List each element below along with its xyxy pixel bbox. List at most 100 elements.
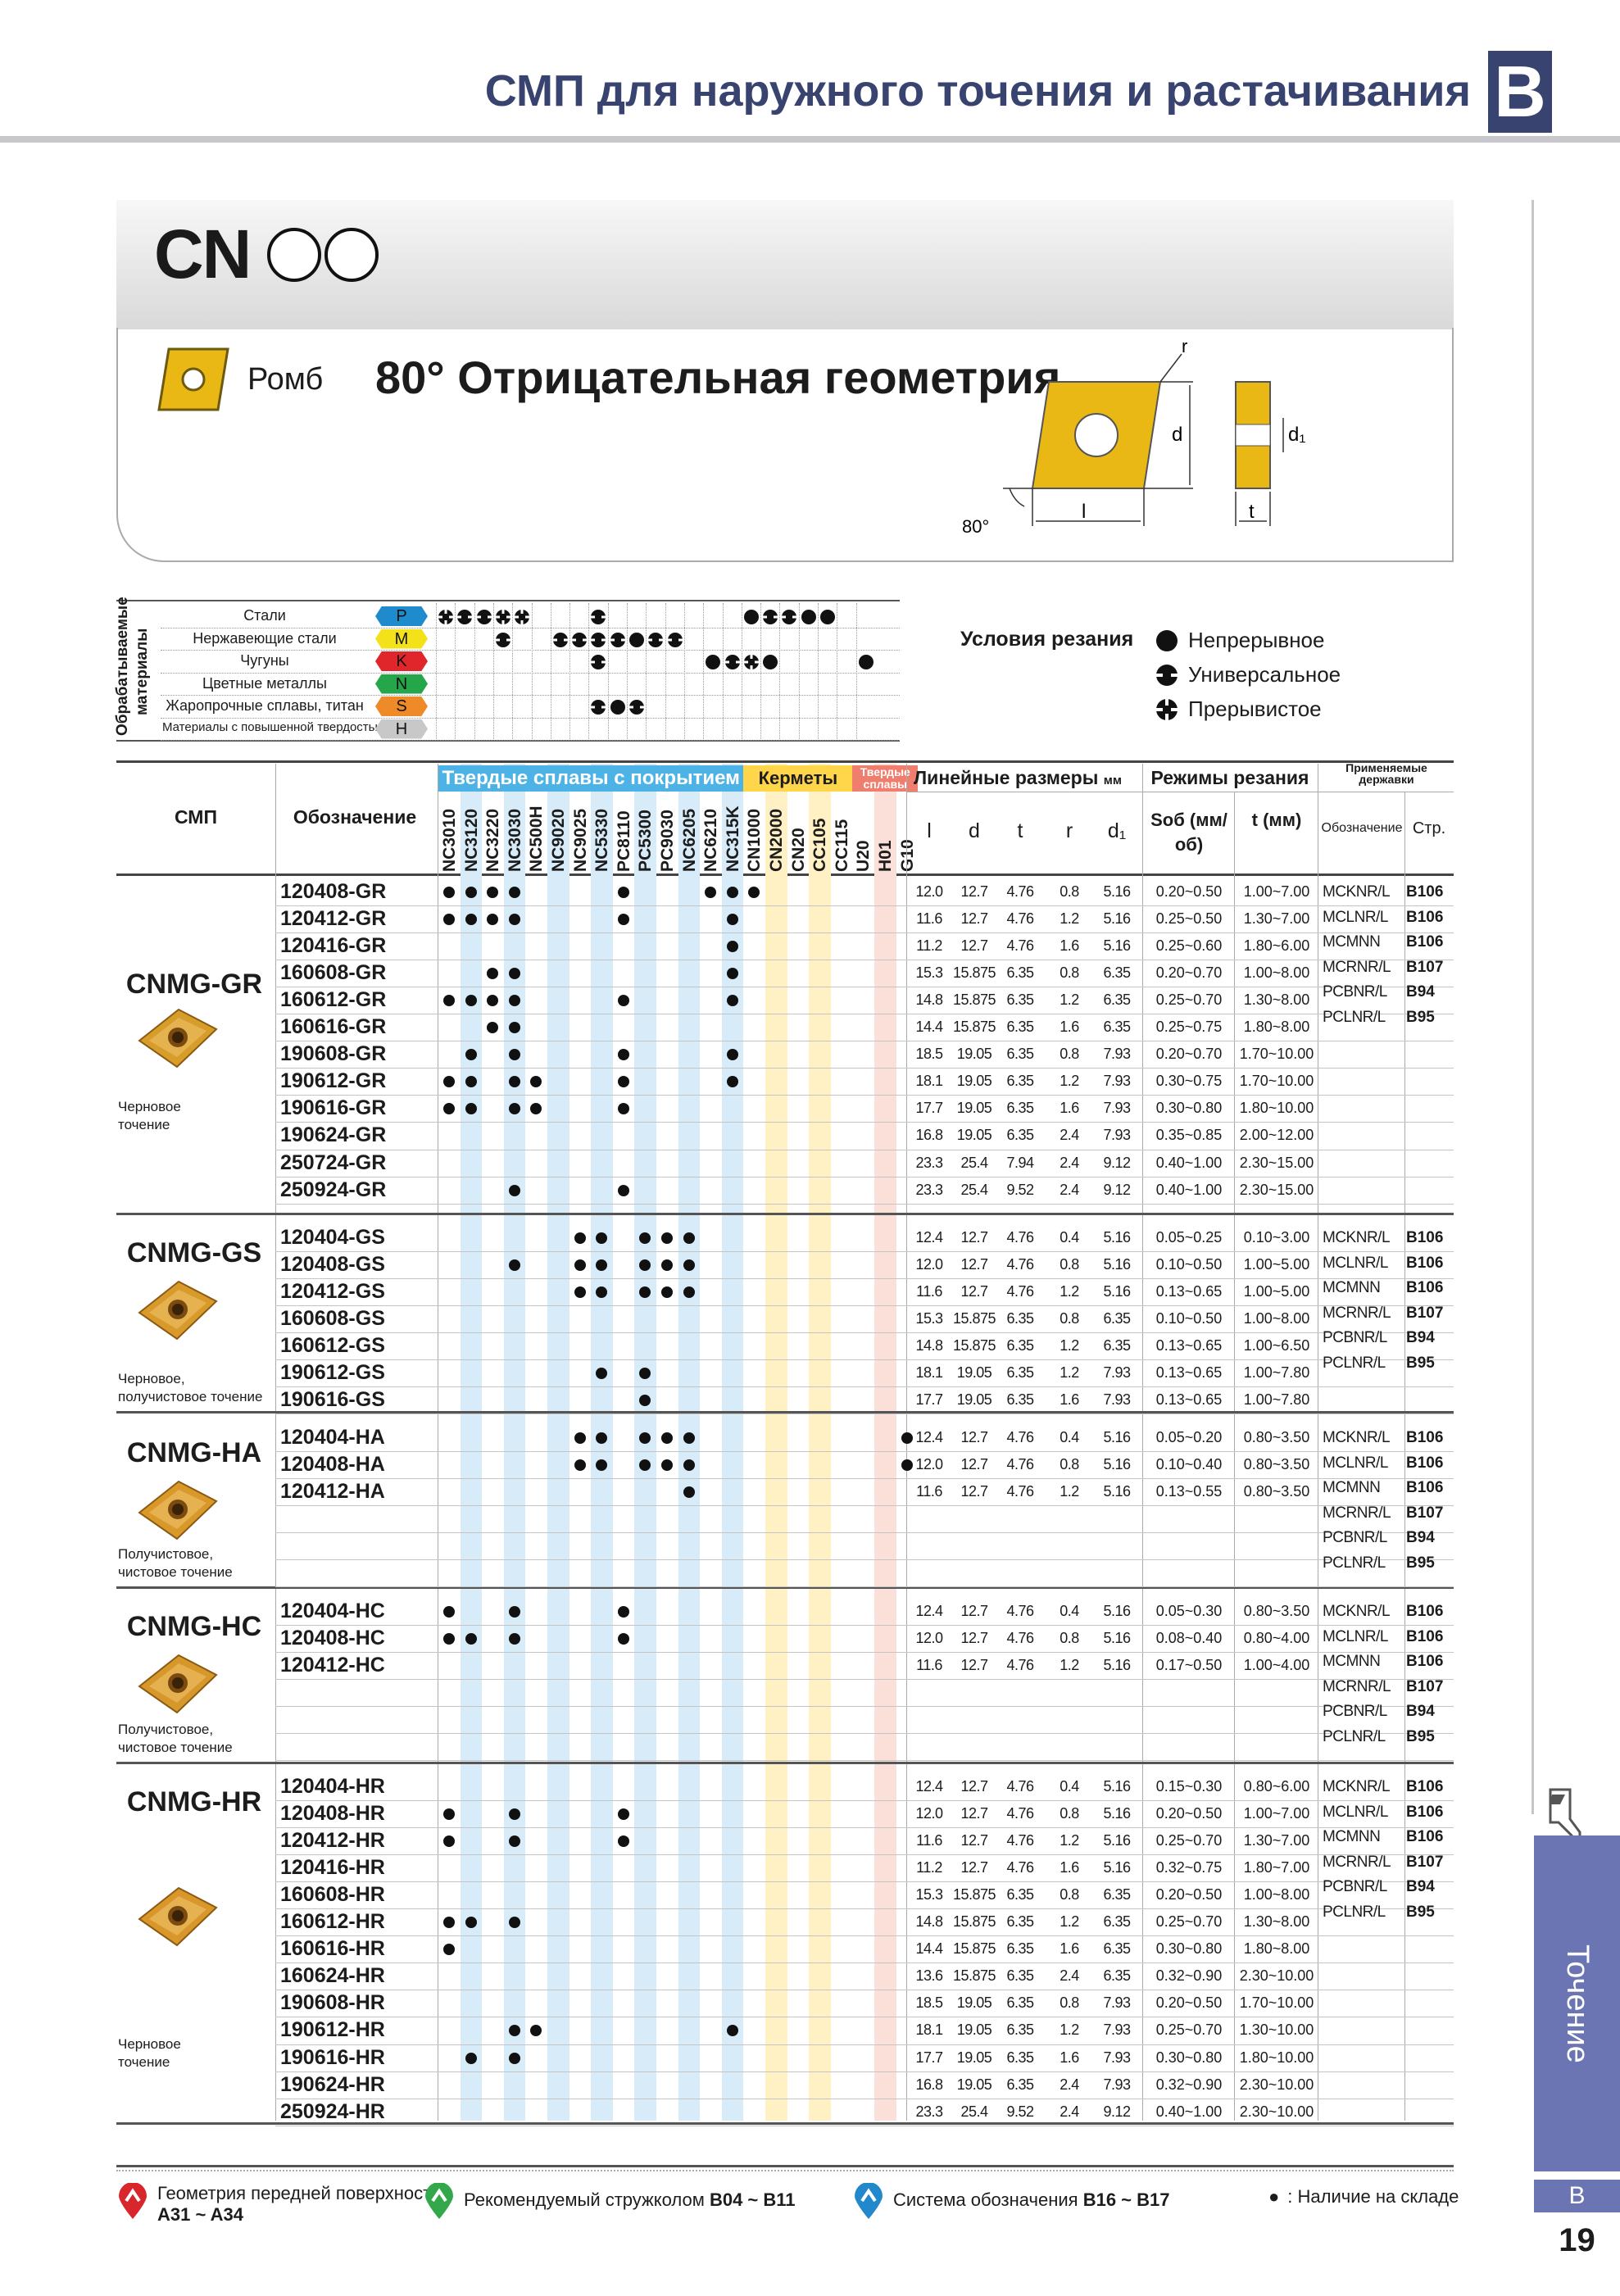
holder-page-link[interactable]: B106 bbox=[1406, 1803, 1444, 1821]
holder-page-link[interactable]: B106 bbox=[1406, 1828, 1444, 1845]
holder-page-link[interactable]: B94 bbox=[1406, 1329, 1435, 1346]
row-designation[interactable]: 190624-HR bbox=[280, 2072, 385, 2096]
holder-designation[interactable]: PCBNR/L bbox=[1323, 1529, 1387, 1546]
holder-page-link[interactable]: B107 bbox=[1406, 1677, 1444, 1695]
holder-page-link[interactable]: B107 bbox=[1406, 1853, 1444, 1871]
holder-designation[interactable]: PCLNR/L bbox=[1323, 1008, 1386, 1026]
row-designation[interactable]: 120404-HA bbox=[280, 1426, 385, 1449]
row-designation[interactable]: 160608-GS bbox=[280, 1307, 385, 1331]
holder-page-link[interactable]: B106 bbox=[1406, 933, 1444, 951]
row-designation[interactable]: 190612-GR bbox=[280, 1069, 387, 1093]
row-designation[interactable]: 160608-HR bbox=[280, 1883, 385, 1907]
row-designation[interactable]: 250724-GR bbox=[280, 1150, 387, 1174]
holder-designation[interactable]: MCLNR/L bbox=[1323, 908, 1388, 926]
holder-page-link[interactable]: B106 bbox=[1406, 1254, 1444, 1272]
holder-page-link[interactable]: B106 bbox=[1406, 1778, 1444, 1795]
holder-page-link[interactable]: B94 bbox=[1406, 1878, 1435, 1895]
row-designation[interactable]: 120416-GR bbox=[280, 934, 387, 958]
row-designation[interactable]: 190612-GS bbox=[280, 1361, 385, 1385]
row-designation[interactable]: 250924-GR bbox=[280, 1177, 387, 1201]
holder-designation[interactable]: MCRNR/L bbox=[1323, 958, 1391, 976]
holder-page-link[interactable]: B106 bbox=[1406, 1653, 1444, 1670]
holder-designation[interactable]: PCLNR/L bbox=[1323, 1903, 1386, 1921]
row-designation[interactable]: 160612-GR bbox=[280, 988, 387, 1012]
holder-designation[interactable]: MCLNR/L bbox=[1323, 1627, 1388, 1645]
holder-designation[interactable]: MCRNR/L bbox=[1323, 1304, 1391, 1322]
holder-page-link[interactable]: B95 bbox=[1406, 1554, 1435, 1572]
holder-page-link[interactable]: B95 bbox=[1406, 1727, 1435, 1745]
row-designation[interactable]: 250924-HR bbox=[280, 2099, 385, 2123]
holder-page-link[interactable]: B94 bbox=[1406, 1703, 1435, 1720]
holder-designation[interactable]: MCKNR/L bbox=[1323, 1603, 1391, 1620]
footer-rake-ref[interactable]: Геометрия передней поверхности A31 ~ A34 bbox=[116, 2183, 442, 2226]
row-designation[interactable]: 160612-GS bbox=[280, 1334, 385, 1358]
holder-page-link[interactable]: B106 bbox=[1406, 1627, 1444, 1645]
holder-designation[interactable]: PCBNR/L bbox=[1323, 1329, 1387, 1346]
holder-page-link[interactable]: B106 bbox=[1406, 883, 1444, 901]
row-designation[interactable]: 190612-HR bbox=[280, 2018, 385, 2042]
holder-page-link[interactable]: B107 bbox=[1406, 1504, 1444, 1522]
holder-designation[interactable]: MCMNN bbox=[1323, 1828, 1381, 1845]
holder-designation[interactable]: MCKNR/L bbox=[1323, 1429, 1391, 1446]
holder-designation[interactable]: MCMNN bbox=[1323, 1653, 1381, 1670]
holder-page-link[interactable]: B107 bbox=[1406, 958, 1444, 976]
holder-page-link[interactable]: B106 bbox=[1406, 1479, 1444, 1496]
holder-designation[interactable]: PCBNR/L bbox=[1323, 1703, 1387, 1720]
holder-page-link[interactable]: B95 bbox=[1406, 1903, 1435, 1921]
holder-designation[interactable]: MCRNR/L bbox=[1323, 1677, 1391, 1695]
holder-designation[interactable]: MCKNR/L bbox=[1323, 1229, 1391, 1246]
holder-designation[interactable]: PCBNR/L bbox=[1323, 1878, 1387, 1895]
footer-system-ref[interactable]: Система обозначения B16 ~ B17 bbox=[852, 2183, 1170, 2221]
row-designation[interactable]: 120408-HA bbox=[280, 1453, 385, 1477]
row-designation[interactable]: 160616-HR bbox=[280, 1937, 385, 1961]
holder-designation[interactable]: PCLNR/L bbox=[1323, 1554, 1386, 1572]
row-designation[interactable]: 190624-GR bbox=[280, 1123, 387, 1147]
holder-designation[interactable]: MCMNN bbox=[1323, 933, 1381, 951]
holder-page-link[interactable]: B106 bbox=[1406, 1454, 1444, 1472]
holder-page-link[interactable]: B94 bbox=[1406, 983, 1435, 1001]
row-designation[interactable]: 120416-HR bbox=[280, 1856, 385, 1880]
row-designation[interactable]: 160616-GR bbox=[280, 1015, 387, 1039]
row-designation[interactable]: 190616-GR bbox=[280, 1096, 387, 1120]
row-designation[interactable]: 190616-HR bbox=[280, 2045, 385, 2069]
holder-designation[interactable]: PCLNR/L bbox=[1323, 1354, 1386, 1372]
row-designation[interactable]: 120412-HR bbox=[280, 1829, 385, 1853]
row-designation[interactable]: 120408-GS bbox=[280, 1253, 385, 1277]
holder-page-link[interactable]: B107 bbox=[1406, 1304, 1444, 1322]
row-designation[interactable]: 120412-HC bbox=[280, 1654, 385, 1677]
holder-page-link[interactable]: B95 bbox=[1406, 1008, 1435, 1026]
holder-designation[interactable]: MCRNR/L bbox=[1323, 1853, 1391, 1871]
row-designation[interactable]: 190608-HR bbox=[280, 1991, 385, 2015]
row-designation[interactable]: 160612-HR bbox=[280, 1910, 385, 1934]
row-designation[interactable]: 120404-HR bbox=[280, 1775, 385, 1798]
row-designation[interactable]: 160608-GR bbox=[280, 961, 387, 985]
holder-designation[interactable]: MCLNR/L bbox=[1323, 1803, 1388, 1821]
holder-designation[interactable]: MCRNR/L bbox=[1323, 1504, 1391, 1522]
holder-page-link[interactable]: B106 bbox=[1406, 1429, 1444, 1446]
row-designation[interactable]: 120408-HR bbox=[280, 1802, 385, 1826]
row-designation[interactable]: 120412-HA bbox=[280, 1480, 385, 1504]
row-designation[interactable]: 120412-GS bbox=[280, 1280, 385, 1304]
holder-page-link[interactable]: B106 bbox=[1406, 1279, 1444, 1296]
footer-breaker-ref[interactable]: Рекомендуемый стружколом B04 ~ B11 bbox=[423, 2183, 796, 2221]
row-designation[interactable]: 120404-GS bbox=[280, 1226, 385, 1249]
holder-page-link[interactable]: B106 bbox=[1406, 1229, 1444, 1246]
row-designation[interactable]: 190616-GS bbox=[280, 1388, 385, 1412]
holder-designation[interactable]: MCKNR/L bbox=[1323, 1778, 1391, 1795]
holder-page-link[interactable]: B94 bbox=[1406, 1529, 1435, 1546]
row-designation[interactable]: 160624-HR bbox=[280, 1964, 385, 1988]
holder-designation[interactable]: PCLNR/L bbox=[1323, 1727, 1386, 1745]
row-designation[interactable]: 120408-GR bbox=[280, 880, 387, 903]
holder-designation[interactable]: MCKNR/L bbox=[1323, 883, 1391, 901]
holder-designation[interactable]: MCMNN bbox=[1323, 1279, 1381, 1296]
holder-designation[interactable]: MCLNR/L bbox=[1323, 1454, 1388, 1472]
row-designation[interactable]: 120404-HC bbox=[280, 1599, 385, 1622]
row-designation[interactable]: 120412-GR bbox=[280, 907, 387, 931]
holder-designation[interactable]: MCLNR/L bbox=[1323, 1254, 1388, 1272]
holder-designation[interactable]: PCBNR/L bbox=[1323, 983, 1387, 1001]
row-designation[interactable]: 120408-HC bbox=[280, 1627, 385, 1650]
holder-page-link[interactable]: B95 bbox=[1406, 1354, 1435, 1372]
holder-page-link[interactable]: B106 bbox=[1406, 1603, 1444, 1620]
holder-page-link[interactable]: B106 bbox=[1406, 908, 1444, 926]
row-designation[interactable]: 190608-GR bbox=[280, 1042, 387, 1066]
